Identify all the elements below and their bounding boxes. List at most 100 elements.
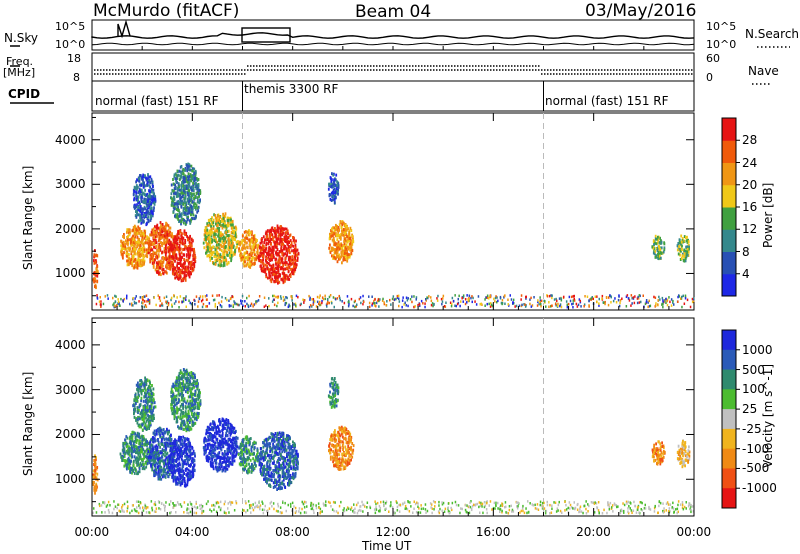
echo-cell bbox=[268, 249, 271, 253]
ground-scatter-cell bbox=[682, 294, 684, 298]
echo-cell bbox=[184, 166, 187, 170]
echo-cell bbox=[329, 243, 331, 247]
echo-cell bbox=[286, 250, 289, 254]
echo-cell bbox=[136, 210, 139, 214]
ground-scatter-cell bbox=[411, 300, 413, 304]
echo-cell bbox=[282, 280, 285, 284]
ground-scatter-cell bbox=[273, 294, 276, 298]
echo-cell bbox=[259, 264, 262, 268]
echo-cell bbox=[287, 248, 290, 252]
echo-cell bbox=[677, 252, 680, 256]
echo-cell bbox=[181, 263, 184, 267]
echo-cell bbox=[289, 275, 292, 278]
echo-cell bbox=[145, 455, 148, 459]
echo-cell bbox=[197, 184, 200, 188]
ground-scatter-cell bbox=[580, 305, 582, 308]
ground-scatter-cell bbox=[383, 302, 386, 306]
echo-cell bbox=[336, 246, 339, 250]
echo-cell bbox=[134, 235, 137, 239]
echo-cell bbox=[185, 265, 187, 269]
echo-cell bbox=[287, 244, 290, 248]
ground-scatter-cell bbox=[201, 298, 204, 302]
ground-scatter-cell bbox=[655, 304, 657, 307]
echo-cell bbox=[261, 240, 263, 244]
echo-cell bbox=[149, 216, 152, 220]
echo-cell bbox=[119, 452, 122, 456]
echo-cell bbox=[94, 277, 97, 281]
echo-cell bbox=[184, 180, 186, 184]
echo-cell bbox=[133, 259, 135, 263]
echo-cell bbox=[683, 259, 685, 262]
echo-cell bbox=[238, 247, 240, 251]
echo-cell bbox=[189, 263, 192, 267]
ground-scatter-cell bbox=[208, 302, 211, 305]
echo-cell bbox=[230, 238, 233, 242]
echo-cell bbox=[340, 254, 343, 258]
echo-cell bbox=[273, 270, 276, 273]
ground-scatter-cell bbox=[411, 295, 413, 298]
ground-scatter-cell bbox=[333, 305, 335, 309]
echo-cell bbox=[150, 230, 153, 234]
ground-scatter-cell bbox=[212, 298, 215, 302]
echo-cell bbox=[96, 264, 99, 268]
echo-cell bbox=[181, 193, 184, 197]
echo-cell bbox=[151, 437, 154, 440]
echo-cell bbox=[652, 251, 655, 255]
echo-cell bbox=[289, 251, 291, 255]
echo-cell bbox=[179, 247, 182, 251]
echo-cell bbox=[194, 175, 197, 179]
echo-cell bbox=[146, 207, 149, 211]
echo-cell bbox=[179, 188, 181, 192]
echo-cell bbox=[133, 410, 135, 414]
echo-cell bbox=[188, 192, 191, 196]
echo-cell bbox=[142, 248, 144, 252]
echo-cell bbox=[215, 222, 217, 226]
echo-cell bbox=[160, 224, 163, 228]
ground-scatter-cell bbox=[681, 295, 683, 299]
echo-cell bbox=[278, 280, 281, 284]
echo-cell bbox=[152, 232, 155, 236]
echo-cell bbox=[334, 178, 337, 182]
ground-scatter-cell bbox=[665, 297, 667, 301]
echo-cell bbox=[129, 261, 132, 265]
echo-cell bbox=[333, 181, 335, 185]
echo-cell bbox=[142, 382, 144, 386]
echo-cell bbox=[158, 477, 161, 481]
echo-cell bbox=[139, 454, 142, 458]
echo-cell bbox=[156, 223, 159, 227]
echo-cell bbox=[275, 271, 278, 275]
echo-cell bbox=[184, 270, 186, 274]
ground-scatter-cell bbox=[273, 303, 276, 307]
echo-cell bbox=[152, 459, 155, 463]
echo-cell bbox=[184, 260, 186, 264]
echo-cell bbox=[155, 255, 157, 259]
echo-cell bbox=[143, 406, 145, 410]
ground-scatter-cell bbox=[114, 304, 116, 308]
echo-cell bbox=[174, 246, 177, 250]
echo-cell bbox=[172, 243, 174, 247]
echo-cell bbox=[267, 276, 269, 280]
echo-cell bbox=[157, 254, 160, 258]
echo-cell bbox=[172, 199, 174, 203]
ground-scatter-cell bbox=[572, 302, 574, 305]
echo-cell bbox=[140, 207, 143, 211]
ground-scatter-cell bbox=[393, 298, 396, 301]
echo-cell bbox=[677, 242, 680, 245]
echo-cell bbox=[177, 262, 180, 265]
echo-cell bbox=[139, 189, 142, 193]
ground-scatter-cell bbox=[677, 300, 679, 303]
echo-cell bbox=[190, 248, 193, 252]
echo-cell bbox=[133, 205, 135, 209]
echo-cell bbox=[253, 248, 256, 252]
echo-cell bbox=[123, 464, 126, 468]
echo-cell bbox=[162, 470, 165, 474]
echo-cell bbox=[271, 256, 274, 260]
ground-scatter-cell bbox=[553, 298, 556, 301]
echo-cell bbox=[255, 257, 258, 261]
echo-cell bbox=[123, 251, 125, 255]
echo-cell bbox=[187, 266, 189, 270]
echo-cell bbox=[274, 234, 277, 238]
echo-cell bbox=[135, 460, 138, 464]
echo-cell bbox=[149, 397, 152, 400]
echo-cell bbox=[337, 188, 339, 192]
